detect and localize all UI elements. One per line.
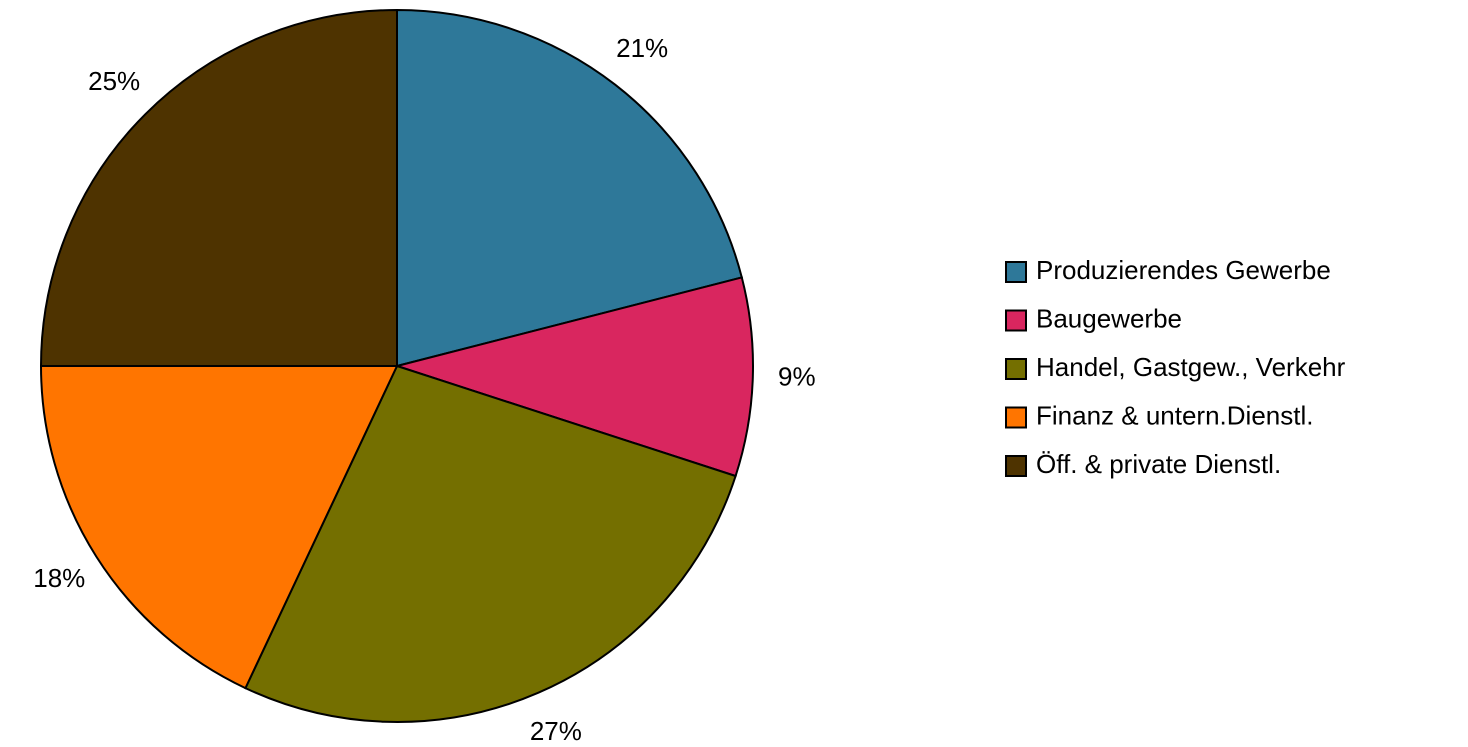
legend-swatch (1005, 261, 1027, 283)
legend-label: Baugewerbe (1036, 303, 1182, 333)
legend-label: Finanz & untern.Dienstl. (1036, 400, 1313, 430)
legend-label: Öff. & private Dienstl. (1036, 449, 1281, 479)
legend-swatch (1005, 406, 1027, 429)
pie-slice (393, 276, 754, 478)
data-label: 25% (88, 66, 140, 96)
data-label: 21% (616, 33, 668, 63)
data-label: 27% (530, 716, 582, 746)
legend-swatch (1005, 358, 1027, 380)
pie-slice (39, 8, 398, 367)
pie-slice (39, 365, 399, 690)
data-label: 18% (33, 563, 85, 593)
pie-slice (396, 8, 744, 368)
data-label: 9% (778, 361, 816, 391)
legend-swatch (1005, 455, 1027, 477)
pie-slice (244, 364, 737, 723)
legend-label: Handel, Gastgew., Verkehr (1036, 352, 1346, 382)
legend-swatch (1005, 309, 1027, 332)
legend-label: Produzierendes Gewerbe (1036, 255, 1331, 285)
